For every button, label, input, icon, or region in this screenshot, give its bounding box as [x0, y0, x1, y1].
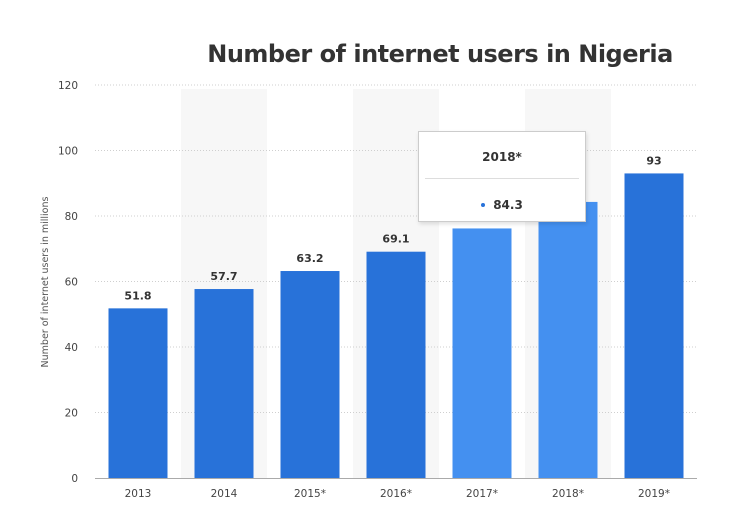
data-label: 51.8: [124, 289, 151, 302]
bar-group: [108, 173, 684, 479]
y-tick-label: 120: [58, 80, 78, 92]
x-tick-group: 2013 2014 2015* 2016* 2017* 2018* 2019*: [125, 488, 670, 500]
x-tick-label: 2013: [125, 488, 152, 500]
y-tick-label: 20: [65, 408, 78, 420]
y-tick-group: 0 20 40 60 80 100 120: [58, 80, 78, 485]
bar-2015*: [280, 271, 340, 478]
bar-2019*: [624, 173, 684, 479]
bar-2013: [108, 308, 168, 478]
data-label: 63.2: [296, 252, 323, 265]
tooltip-divider: [425, 178, 579, 179]
x-tick-label: 2014: [211, 488, 238, 500]
y-tick-label: 0: [71, 473, 78, 485]
x-tick-label: 2015*: [294, 488, 326, 500]
bar-2016*: [366, 251, 426, 478]
bar-2014: [194, 289, 254, 478]
data-label: 93: [646, 154, 661, 167]
series-dot-icon: [481, 202, 486, 207]
y-tick-label: 80: [65, 211, 78, 223]
y-tick-label: 60: [65, 277, 78, 289]
x-tick-label: 2016*: [380, 488, 412, 500]
tooltip: 2018* 84.3: [418, 131, 586, 222]
x-tick-label: 2017*: [466, 488, 498, 500]
data-label: 57.7: [210, 270, 237, 283]
y-tick-label: 100: [58, 146, 78, 158]
x-tick-label: 2018*: [552, 488, 584, 500]
tooltip-row: 84.3: [419, 198, 585, 212]
x-tick-label: 2019*: [638, 488, 670, 500]
label-group: 51.8 57.7 63.2 69.1 93: [124, 154, 661, 302]
tooltip-value: 84.3: [493, 198, 523, 212]
y-axis-title: Number of internet users in millions: [40, 197, 51, 368]
chart-title: Number of internet users in Nigeria: [207, 40, 673, 68]
y-tick-label: 40: [65, 342, 78, 354]
tooltip-title: 2018*: [482, 150, 522, 164]
data-label: 69.1: [382, 233, 409, 246]
bar-2017*: [452, 228, 512, 478]
bar-2018*: [538, 201, 598, 479]
